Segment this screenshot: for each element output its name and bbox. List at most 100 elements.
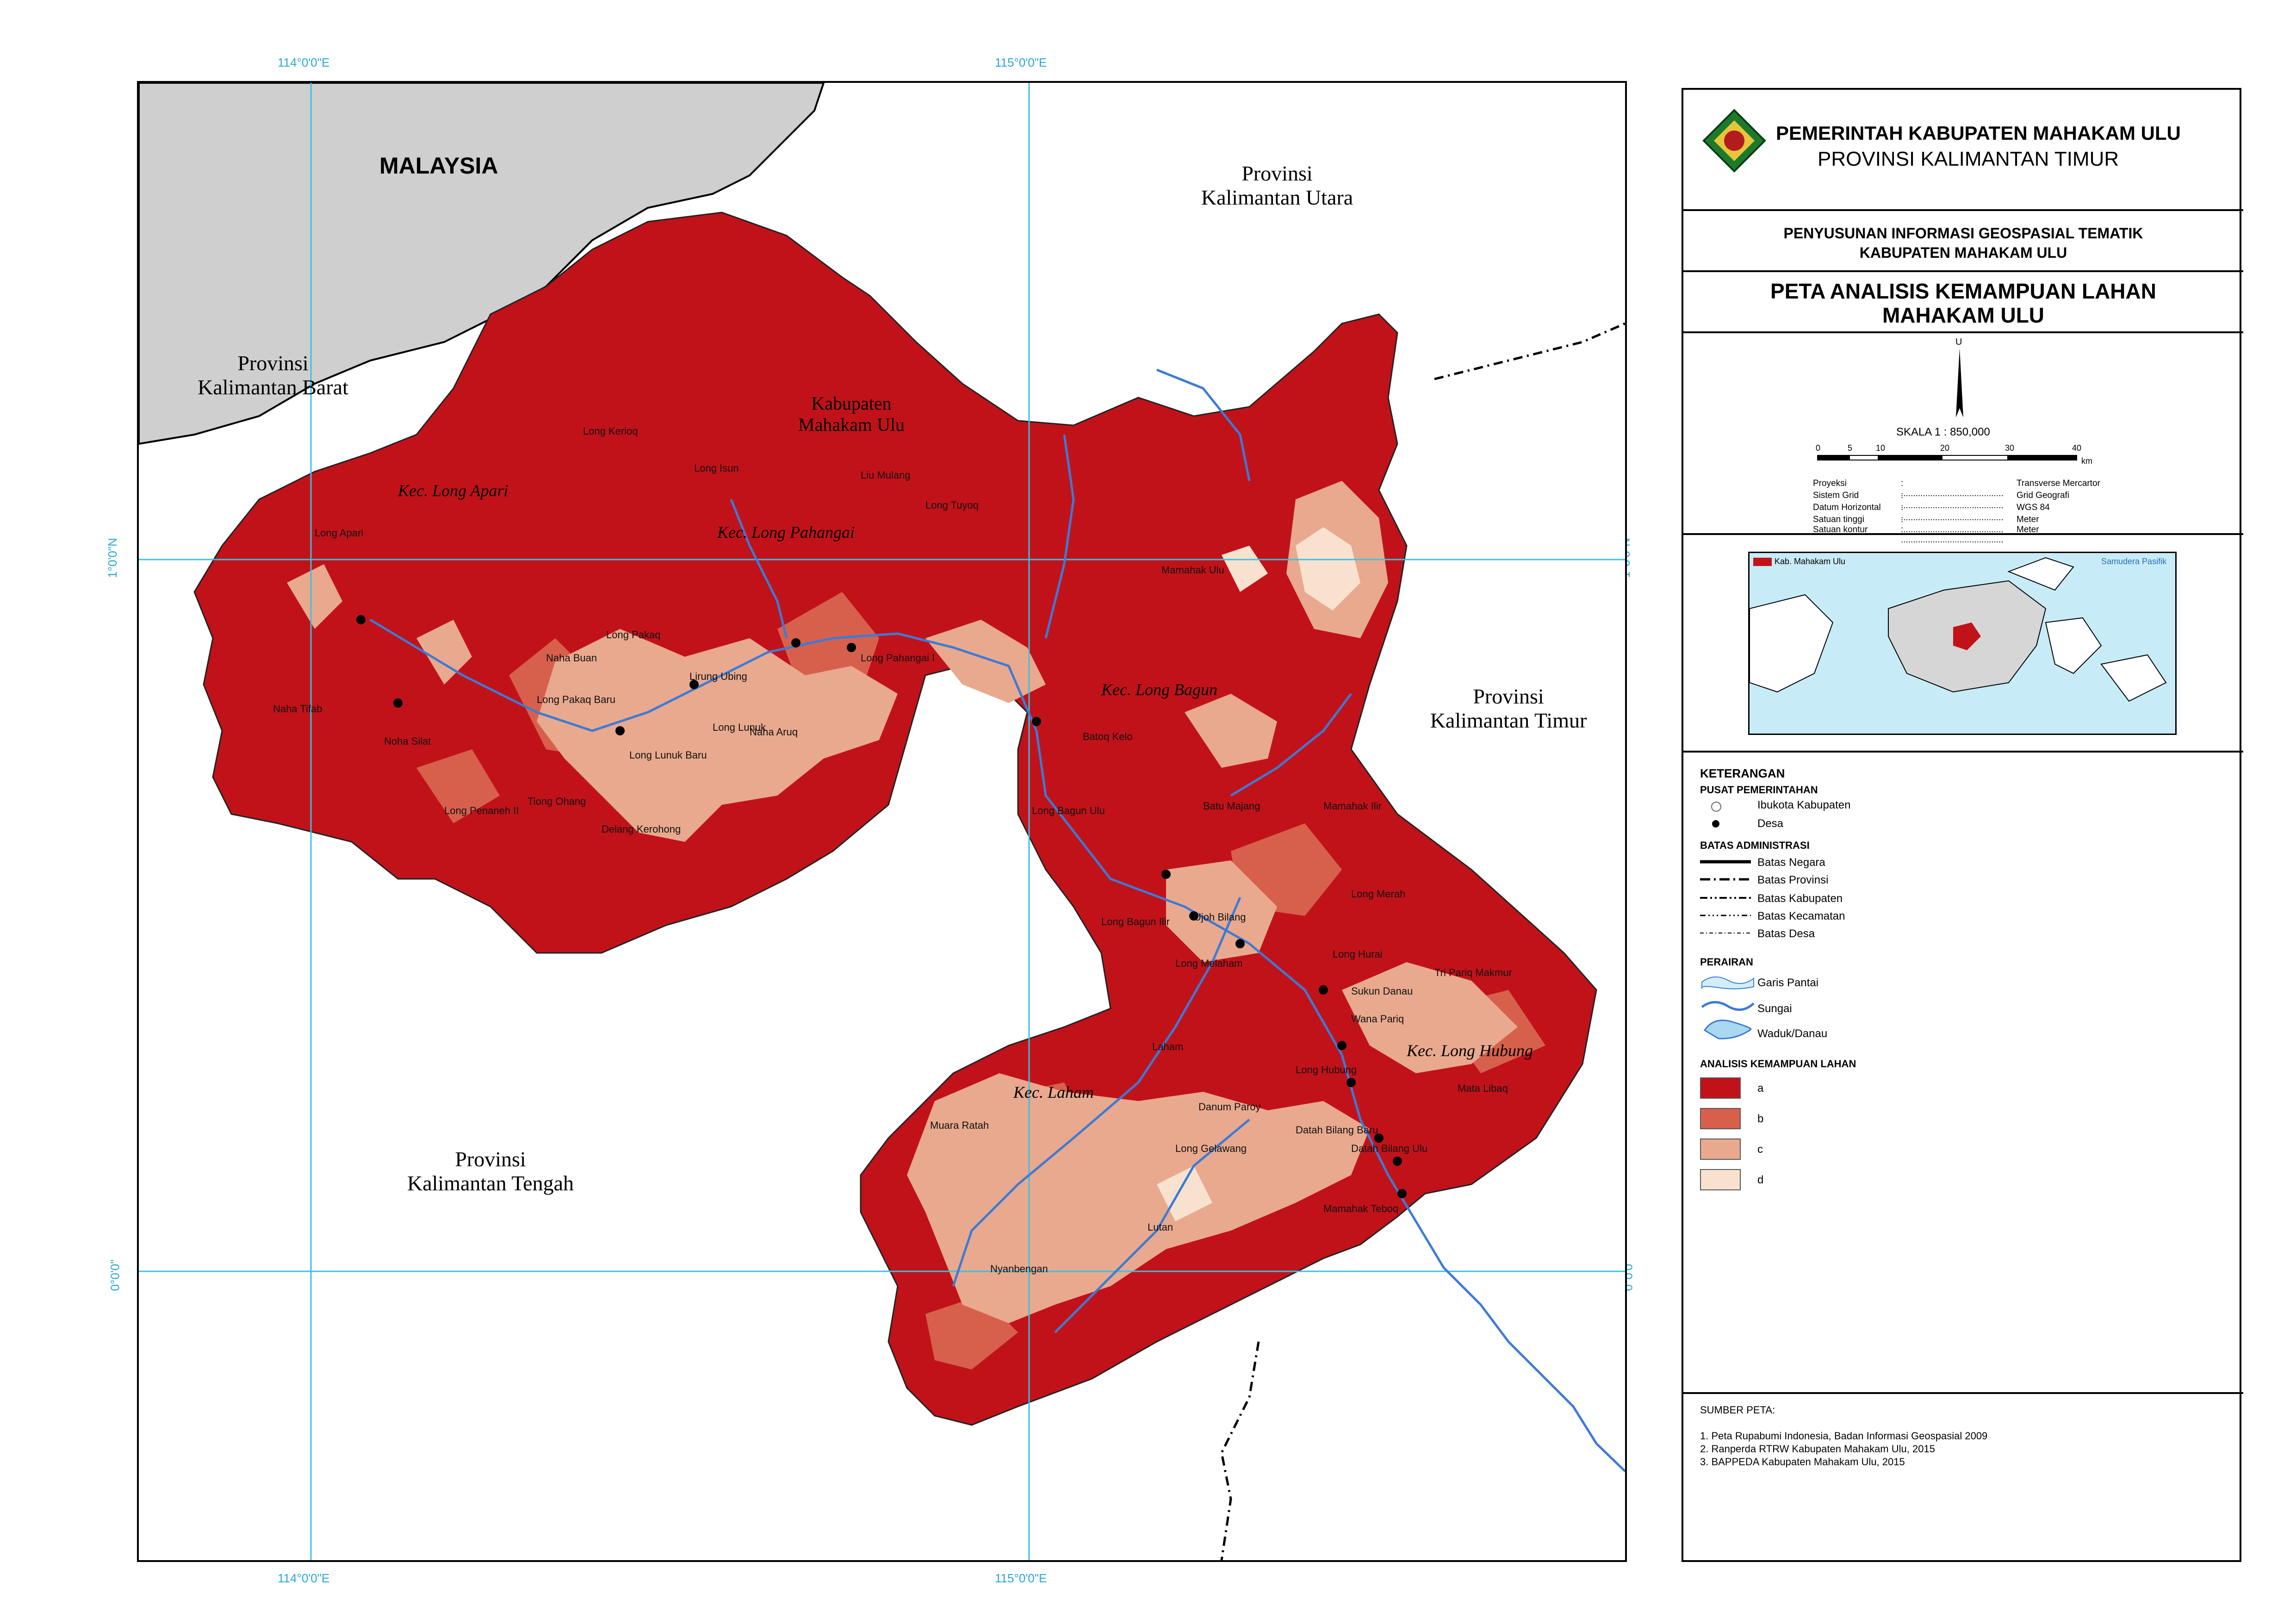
kalbar-label: Provinsi Kalimantan Barat	[198, 351, 348, 399]
village-label: Long Lunuk	[713, 722, 766, 733]
government-name: PEMERINTAH KABUPATEN MAHAKAM ULU	[1776, 122, 2181, 144]
village-dot	[356, 615, 366, 624]
class-c-patch	[1166, 860, 1277, 962]
inset-svg	[1750, 557, 2167, 702]
village-dot	[1393, 1157, 1402, 1166]
province-name: PROVINSI KALIMANTAN TIMUR	[1818, 148, 2119, 170]
village-dot	[689, 680, 699, 689]
legend-batas-title: BATAS ADMINISTRASI	[1700, 840, 1810, 851]
village-label: Long Apari	[315, 527, 364, 539]
village-dot	[1347, 1078, 1356, 1087]
class-d-patch	[1296, 527, 1360, 610]
projection-row: Sistem Grid : ..........................…	[1813, 491, 2070, 510]
village-label: Naha Aruq	[750, 726, 798, 738]
village-dot	[1161, 870, 1171, 879]
village-label: Wana Pariq	[1351, 1013, 1404, 1025]
kec-label-long-pahangai: Kec. Long Pahangai	[717, 523, 855, 541]
lon-label-bottom-left: 114°0'0"E	[278, 1571, 330, 1585]
provincial-boundary	[1220, 1341, 1260, 1560]
class-c-patch	[416, 620, 472, 684]
map-title-line-2: MAHAKAM ULU	[1882, 303, 2045, 327]
village-label: Laham	[1152, 1041, 1184, 1052]
map-frame[interactable]: MALAYSIA Provinsi Kalimantan Utara Provi…	[137, 81, 1627, 1562]
village-dot	[1032, 717, 1041, 726]
projection-value: WGS 84	[2017, 503, 2050, 512]
village-label: Liu Mulang	[861, 469, 911, 481]
village-symbol-icon	[1712, 820, 1719, 828]
tributary-river	[1044, 434, 1075, 639]
legend-swatch-a	[1700, 1077, 1741, 1099]
village-label: Naha Tifab	[273, 703, 323, 715]
kabupaten-label: Kabupaten Mahakam Ulu	[798, 393, 905, 435]
village-label: Long Hurai	[1333, 948, 1383, 960]
village-dot	[1189, 911, 1198, 921]
village-label: Long Tuyoq	[925, 499, 979, 511]
kaltim-label: Provinsi Kalimantan Timur	[1430, 684, 1587, 732]
village-label: Tri Pariq Makmur	[1434, 967, 1512, 978]
village-label: Lirung Ubing	[689, 671, 747, 682]
projection-row: Datum Horizontal : .....................…	[1813, 503, 2050, 523]
tributary-river	[1230, 693, 1352, 797]
village-label: Long Melaham	[1175, 958, 1243, 969]
projection-key: Sistem Grid	[1813, 491, 1859, 500]
map-info-panel: PEMERINTAH KABUPATEN MAHAKAM ULU PROVINS…	[1682, 88, 2243, 1562]
settlements	[356, 615, 1407, 1198]
inset-box: Kab. Mahakam Ulu Samudera Pasifik	[1683, 535, 2243, 753]
projection-row: Satuan kontur : ........................…	[1813, 525, 2039, 545]
kabupaten-logo-icon	[1702, 109, 1766, 173]
capital-symbol-icon	[1711, 802, 1721, 812]
class-b-patch	[416, 749, 500, 823]
village-label: Long Hubung	[1296, 1064, 1357, 1076]
projection-row: Proyeksi : .............................…	[1813, 479, 2100, 498]
village-label: Mamahak Ulu	[1161, 564, 1224, 576]
mahakam-river	[369, 618, 1625, 1472]
graticule	[139, 83, 1625, 1560]
title-box: PETA ANALISIS KEMAMPUAN LAHAN MAHAKAM UL…	[1683, 272, 2243, 333]
capital-dot	[791, 638, 800, 647]
village-label: Muara Ratah	[930, 1120, 989, 1131]
class-c-patch	[1342, 962, 1518, 1073]
legend-item: Sungai	[1757, 1002, 1792, 1015]
village-dot	[1337, 1041, 1347, 1050]
projection-key: Datum Horizontal	[1813, 503, 1881, 512]
village-label: Long Penaneh II	[444, 805, 519, 816]
legend-kemampuan-title: ANALISIS KEMAMPUAN LAHAN	[1700, 1058, 1856, 1070]
scale-tick: 30	[2005, 443, 2015, 453]
legend-item: a	[1757, 1082, 1764, 1095]
village-dot	[615, 726, 625, 735]
village-label: Datah Bilang Ulu	[1351, 1143, 1428, 1154]
village-dot	[1374, 1133, 1384, 1143]
legend-item: Batas Negara	[1757, 856, 1825, 869]
village-label: Long Pakaq	[606, 629, 661, 641]
scale-tick: 5	[1848, 443, 1853, 453]
lon-label-top-right: 115°0'0"E	[995, 56, 1047, 69]
source-item: 1. Peta Rupabumi Indonesia, Badan Inform…	[1700, 1430, 1988, 1442]
village-label: Lutan	[1148, 1221, 1173, 1233]
class-c-patch	[907, 1073, 1370, 1323]
legend-swatch-c	[1700, 1139, 1741, 1160]
projection-value: Meter	[2017, 515, 2039, 524]
village-label: Mamahak Teboq	[1323, 1203, 1399, 1214]
village-label: Long Pakaq Baru	[537, 694, 616, 705]
lon-label-top-left: 114°0'0"E	[278, 56, 330, 69]
village-dot	[393, 698, 403, 708]
legend-title: KETERANGAN	[1700, 766, 1785, 780]
map-canvas[interactable]	[139, 83, 1625, 1560]
village-label: Long Gelawang	[1175, 1143, 1247, 1154]
projection-key: Proyeksi	[1813, 479, 1847, 488]
water-symbols	[1701, 977, 1755, 1039]
inset-legend-swatch	[1753, 558, 1772, 566]
class-c-patch	[537, 629, 898, 842]
inset-map[interactable]: Kab. Mahakam Ulu Samudera Pasifik	[1748, 552, 2177, 735]
provincial-boundary	[1434, 322, 1625, 380]
village-label: Sukun Danau	[1351, 985, 1413, 997]
village-label: Datah Bilang Baru	[1296, 1124, 1378, 1136]
village-label: Delang Kerohong	[602, 823, 681, 835]
legend-item: Ibukota Kabupaten	[1757, 799, 1851, 811]
projection-row: Satuan tinggi : ........................…	[1813, 515, 2039, 535]
tributary-river	[952, 897, 1241, 1287]
boundary-line-symbols	[1700, 860, 1751, 933]
village-label: Long Bagun Ulu	[1032, 805, 1105, 816]
scale-label: SKALA 1 : 850,000	[1896, 426, 1990, 438]
lon-label-bottom-right: 115°0'0"E	[995, 1571, 1047, 1585]
